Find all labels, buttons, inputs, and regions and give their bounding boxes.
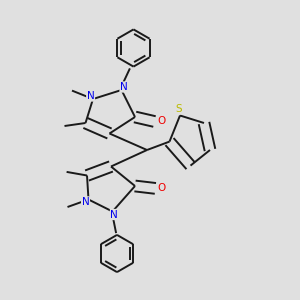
Text: N: N [82, 197, 89, 207]
Text: O: O [157, 116, 165, 126]
Text: N: N [120, 82, 128, 92]
Text: N: N [110, 209, 118, 220]
Text: N: N [87, 91, 94, 101]
Text: S: S [175, 104, 182, 114]
Text: O: O [158, 183, 166, 193]
